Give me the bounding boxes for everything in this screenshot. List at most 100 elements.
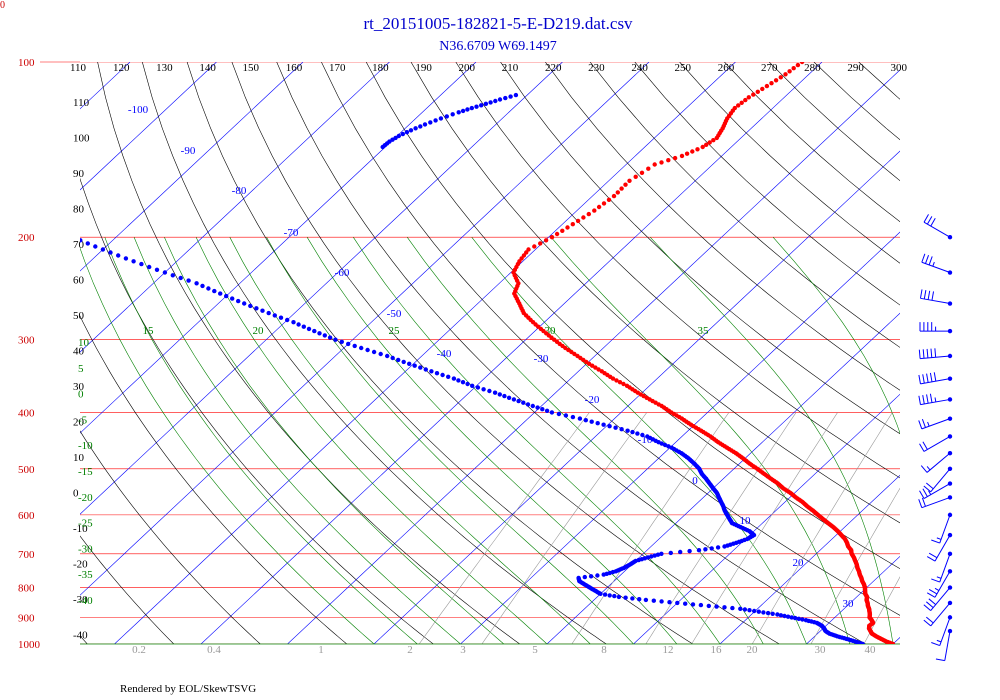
temperature-point: [773, 78, 779, 83]
moist-adiabat-line: [471, 237, 807, 644]
chart-title: rt_20151005-182821-5-E-D219.dat.csv: [363, 14, 633, 33]
wind-barb-half-flag: [936, 537, 942, 540]
dewpoint-point: [60, 229, 64, 233]
dewpoint-point: [465, 381, 470, 387]
dewpoint-point: [378, 351, 383, 357]
temperature-point: [614, 378, 619, 383]
moist-adiabat-label: -30: [78, 543, 93, 555]
dry-adiabat-line: [365, 62, 900, 570]
temperature-point: [929, 12, 933, 16]
temperature-point: [524, 250, 529, 255]
upper-dewpoint-point: [438, 116, 444, 121]
dewpoint-point: [789, 615, 794, 620]
dewpoint-point: [470, 383, 475, 388]
temperature-point: [850, 46, 854, 50]
dry-adiabat-label: 30: [73, 381, 85, 393]
moist-adiabat-label: 0: [78, 389, 84, 401]
dewpoint-point: [785, 614, 791, 619]
temperature-point: [652, 162, 657, 167]
dewpoint-point: [254, 306, 259, 311]
temperature-point: [704, 142, 709, 147]
dewpoint-point: [492, 390, 498, 395]
theta-tick-label: 250: [675, 62, 692, 74]
dewpoint-point: [312, 328, 317, 334]
mixing-ratio-line: [751, 412, 893, 644]
moist-adiabat-label: 5: [78, 363, 84, 375]
dewpoint-point: [285, 317, 290, 323]
temperature-point: [538, 241, 543, 246]
pressure-tick-label: 900: [18, 612, 35, 624]
dewpoint-point: [218, 291, 223, 296]
dry-adiabat-line: [545, 62, 900, 391]
pressure-tick-label: 100: [18, 57, 35, 69]
dry-adiabat-line: [80, 177, 434, 644]
wind-barb-flag: [926, 373, 929, 383]
dewpoint-point: [651, 598, 656, 603]
dry-adiabat-line: [589, 62, 900, 348]
wind-barb-station: [947, 434, 953, 439]
temperature-point: [828, 52, 832, 56]
temperature-point: [871, 36, 875, 40]
dewpoint-point: [139, 261, 144, 267]
wind-barb-staff: [926, 452, 951, 473]
dewpoint-point: [451, 376, 457, 381]
temperature-point: [760, 86, 765, 92]
wind-barb-flag: [931, 539, 940, 544]
temperature-point: [623, 182, 628, 187]
dewpoint-point: [687, 548, 692, 554]
upper-dewpoint-point: [493, 98, 498, 104]
wind-barb-flag: [928, 598, 937, 605]
mixing-ratio-label: 2: [407, 644, 413, 656]
dewpoint-point: [516, 398, 521, 404]
dewpoint-point: [200, 283, 205, 289]
temperature-point: [739, 100, 744, 106]
dewpoint-point: [730, 605, 735, 611]
temperature-point: [711, 138, 716, 143]
dry-adiabat-label: 90: [73, 168, 85, 180]
upper-dewpoint-point: [400, 131, 405, 137]
dry-adiabat-label: 110: [73, 97, 90, 109]
dewpoint-point: [645, 555, 651, 560]
moist-adiabat-line: [550, 237, 851, 644]
wind-barb-half-flag: [926, 466, 931, 471]
mixing-ratio-label: 12: [663, 644, 674, 656]
temperature-point: [601, 201, 607, 206]
temperature-point: [935, 8, 939, 12]
wind-barb-flag: [922, 395, 925, 405]
dewpoint-point: [260, 308, 265, 313]
moist-adiabat-line: [195, 237, 548, 644]
upper-dewpoint-point: [433, 118, 438, 123]
mixing-ratio-line: [934, 412, 1000, 644]
dewpoint-point: [756, 609, 761, 614]
dewpoint-point: [715, 545, 721, 550]
dry-adiabat-line: [0, 62, 1, 644]
temperature-point: [835, 50, 839, 54]
dewpoint-point: [588, 574, 594, 579]
dry-adiabat-line: [80, 535, 175, 644]
dewpoint-point: [396, 357, 401, 363]
wind-barb-flag: [928, 552, 938, 559]
theta-tick-label: 240: [631, 62, 648, 74]
isotherm-label: -50: [387, 308, 402, 320]
wind-barb-staff: [934, 534, 951, 562]
dewpoint-point: [170, 273, 175, 278]
temperature-point: [592, 208, 597, 213]
pressure-tick-label: 600: [18, 510, 35, 522]
moist-adiabat-label: -15: [78, 466, 93, 478]
moist-adiabat-line: [164, 237, 504, 644]
dewpoint-point: [41, 222, 45, 226]
dry-adiabat-line: [410, 62, 900, 524]
moist-adiabat-label: -40: [78, 595, 93, 607]
temperature-point: [764, 83, 770, 89]
wind-barb-flag: [931, 578, 940, 583]
dewpoint-point: [540, 407, 545, 412]
dewpoint-point: [703, 547, 708, 552]
mixing-ratio-label: 1: [318, 644, 324, 656]
upper-dewpoint-point: [503, 95, 508, 101]
moist-adiabat-line: [772, 237, 900, 435]
theta-tick-label: 170: [329, 62, 346, 74]
dewpoint-point: [401, 359, 406, 365]
dewpoint-point: [589, 419, 594, 424]
theta-tick-label: 150: [243, 62, 260, 74]
temperature-point: [769, 81, 774, 86]
